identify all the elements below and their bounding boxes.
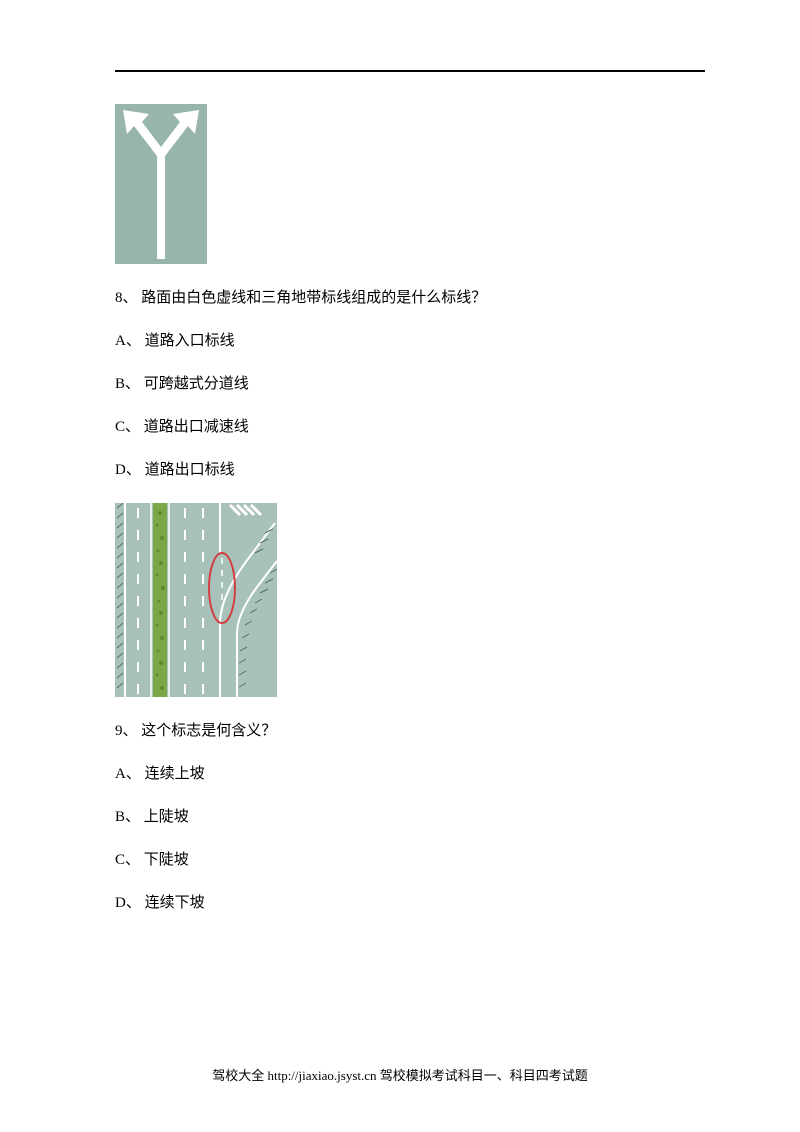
question-stem: 这个标志是何含义？: [141, 723, 276, 739]
question-8-text: 8、 路面由白色虚线和三角地带标线组成的是什么标线？: [115, 288, 705, 309]
option-9c: C、 下陡坡: [115, 850, 705, 871]
question-8-block: 8、 路面由白色虚线和三角地带标线组成的是什么标线？ A、 道路入口标线 B、 …: [115, 288, 705, 481]
option-label: D、: [115, 462, 141, 478]
option-8d: D、 道路出口标线: [115, 460, 705, 481]
option-value: 可跨越式分道线: [144, 376, 249, 392]
option-value: 道路出口减速线: [144, 419, 249, 435]
option-value: 连续下坡: [145, 895, 205, 911]
option-8b: B、 可跨越式分道线: [115, 374, 705, 395]
option-label: A、: [115, 333, 141, 349]
page-container: 8、 路面由白色虚线和三角地带标线组成的是什么标线？ A、 道路入口标线 B、 …: [0, 0, 800, 914]
option-9d: D、 连续下坡: [115, 893, 705, 914]
option-9a: A、 连续上坡: [115, 764, 705, 785]
top-horizontal-rule: [115, 70, 705, 72]
option-8a: A、 道路入口标线: [115, 331, 705, 352]
question-9-block: 9、 这个标志是何含义？ A、 连续上坡 B、 上陡坡 C、 下陡坡 D、 连续…: [115, 721, 705, 914]
traffic-sign-image-fork: [115, 104, 207, 264]
option-label: C、: [115, 852, 140, 868]
option-9b: B、 上陡坡: [115, 807, 705, 828]
option-8c: C、 道路出口减速线: [115, 417, 705, 438]
option-value: 上陡坡: [144, 809, 189, 825]
page-footer: 驾校大全 http://jiaxiao.jsyst.cn 驾校模拟考试科目一、科…: [0, 1065, 800, 1084]
option-value: 道路出口标线: [145, 462, 235, 478]
option-label: A、: [115, 766, 141, 782]
option-value: 连续上坡: [145, 766, 205, 782]
question-number: 9、: [115, 723, 138, 739]
road-diagram-icon: [115, 503, 277, 697]
option-value: 下陡坡: [144, 852, 189, 868]
question-number: 8、: [115, 290, 138, 306]
option-value: 道路入口标线: [145, 333, 235, 349]
option-label: B、: [115, 809, 140, 825]
option-label: C、: [115, 419, 140, 435]
footer-content: 驾校大全 http://jiaxiao.jsyst.cn 驾校模拟考试科目一、科…: [212, 1068, 588, 1083]
option-label: B、: [115, 376, 140, 392]
question-stem: 路面由白色虚线和三角地带标线组成的是什么标线？: [141, 290, 486, 306]
question-9-text: 9、 这个标志是何含义？: [115, 721, 705, 742]
option-label: D、: [115, 895, 141, 911]
road-marking-image: [115, 503, 277, 697]
fork-arrow-icon: [115, 104, 207, 264]
